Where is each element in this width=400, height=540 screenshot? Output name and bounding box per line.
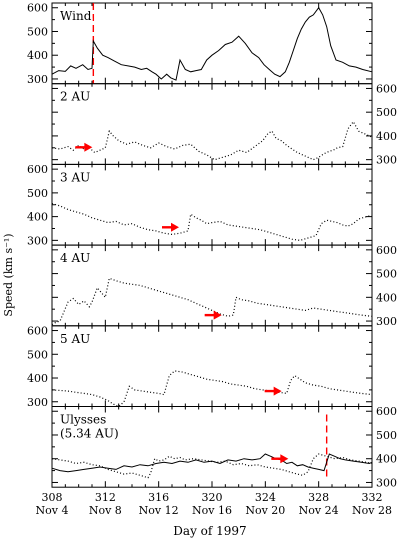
x-date-label: Nov 12 — [139, 504, 179, 517]
panel-label: 4 AU — [60, 251, 90, 265]
panel-label: Wind — [60, 9, 92, 23]
panel-label: (5.34 AU) — [60, 427, 119, 441]
series-line-dotted — [51, 453, 373, 479]
shock-arrow-icon — [204, 310, 222, 320]
y-tick-label: 300 — [27, 396, 48, 409]
x-date-label: Nov 20 — [245, 504, 285, 517]
panel-label: Ulysses — [60, 413, 106, 427]
y-tick-label: 300 — [27, 234, 48, 247]
series-line-solid — [51, 453, 373, 473]
series-line-dotted — [51, 203, 373, 242]
series-line-solid — [51, 6, 373, 81]
y-axis-label: Speed (km s⁻¹) — [2, 233, 15, 316]
arrow-head — [171, 222, 179, 232]
x-axis-label: Day of 1997 — [173, 524, 246, 538]
shock-arrow-icon — [271, 454, 289, 464]
panel-4: 300 400 500 600 4 AU — [51, 244, 397, 328]
shock-arrow-icon — [75, 142, 93, 152]
y-tick-label: 500 — [27, 348, 48, 361]
arrow-head — [84, 142, 93, 152]
y-tick-label: 400 — [376, 291, 397, 304]
panel-label: 3 AU — [60, 170, 90, 184]
x-tick-label: 324 — [255, 491, 276, 504]
x-date-label: Nov 28 — [352, 504, 392, 517]
y-tick-label: 600 — [376, 82, 397, 95]
y-tick-label: 500 — [376, 106, 397, 119]
shock-arrow-icon — [162, 222, 179, 232]
series-line-dotted — [51, 277, 373, 326]
y-tick-label: 300 — [376, 315, 397, 328]
arrow-head — [213, 310, 222, 320]
y-tick-label: 300 — [376, 476, 397, 489]
y-tick-label: 500 — [27, 187, 48, 200]
x-tick-label: 316 — [148, 491, 169, 504]
series-line-dotted — [51, 120, 373, 161]
panel-1: 300 400 500 600 Wind — [27, 2, 373, 86]
y-tick-label: 600 — [27, 163, 48, 176]
x-tick-label: 312 — [95, 491, 116, 504]
y-tick-label: 400 — [27, 211, 48, 224]
panel-2: 300 400 500 600 2 AU — [51, 82, 397, 167]
arrow-head — [273, 386, 282, 396]
y-tick-label: 400 — [376, 453, 397, 466]
panel-frame — [51, 83, 373, 165]
panel-frame — [51, 244, 373, 327]
panel-5: 300 400 500 600 5 AU — [27, 325, 373, 409]
series-line-dotted — [51, 370, 373, 408]
y-tick-label: 500 — [27, 25, 48, 38]
y-tick-label: 600 — [27, 325, 48, 338]
panel-stack: 300 400 500 600 Wind 300 400 500 600 2 AU 300 400 50… — [27, 2, 397, 490]
panel-label: 5 AU — [60, 332, 90, 346]
x-tick-label: 332 — [362, 491, 383, 504]
panel-frame — [51, 325, 373, 407]
panel-frame — [51, 2, 373, 85]
x-date-label: Nov 16 — [192, 504, 232, 517]
y-tick-label: 300 — [376, 154, 397, 167]
x-date-label: Nov 24 — [299, 504, 339, 517]
y-tick-label: 400 — [27, 49, 48, 62]
panel-label: 2 AU — [60, 90, 90, 104]
panel-6: 300 400 500 600 Ulysses(5.34 AU) — [51, 405, 397, 489]
y-tick-label: 600 — [376, 244, 397, 257]
y-tick-label: 500 — [376, 268, 397, 281]
x-tick-label: 308 — [42, 491, 63, 504]
x-date-label: Nov 8 — [89, 504, 122, 517]
y-tick-label: 600 — [27, 2, 48, 15]
y-tick-label: 400 — [376, 130, 397, 143]
x-tick-label: 320 — [202, 491, 223, 504]
x-tick-label: 328 — [308, 491, 329, 504]
panel-frame — [51, 163, 373, 246]
shock-arrow-icon — [264, 386, 282, 396]
y-tick-label: 500 — [376, 429, 397, 442]
y-tick-label: 600 — [376, 405, 397, 418]
y-tick-label: 400 — [27, 372, 48, 385]
x-date-label: Nov 4 — [36, 504, 69, 517]
arrow-head — [280, 454, 289, 464]
y-tick-label: 300 — [27, 73, 48, 86]
panel-3: 300 400 500 600 3 AU — [27, 163, 373, 247]
